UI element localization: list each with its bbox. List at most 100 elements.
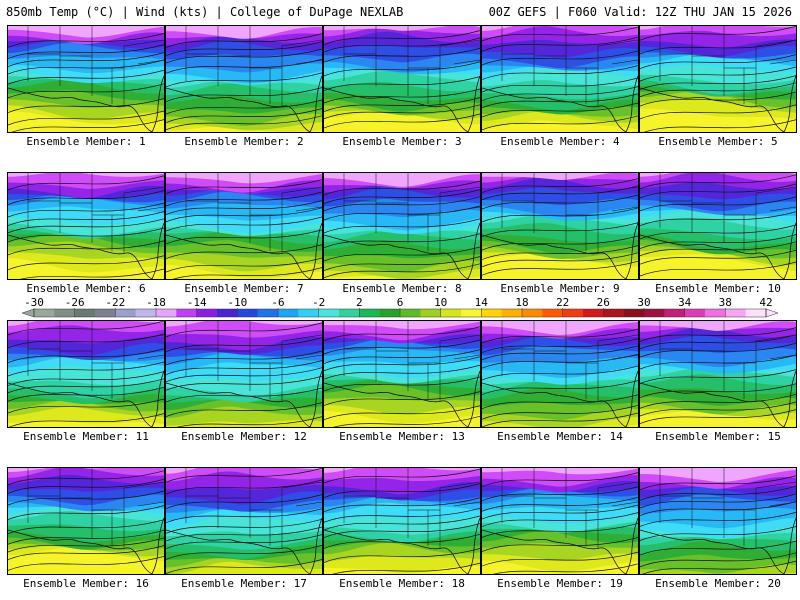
colorbar-swatch	[420, 309, 441, 317]
ensemble-member-map	[7, 320, 165, 428]
colorbar-tick-label: -26	[65, 296, 85, 309]
coastline	[166, 517, 322, 574]
isotherm-contour	[8, 202, 164, 218]
colorbar-tick-label: -14	[187, 296, 207, 309]
temperature-band	[324, 468, 480, 482]
temperature-band	[324, 468, 480, 473]
colorbar-swatch	[298, 309, 319, 317]
isotherm-contour	[324, 218, 480, 234]
isotherm-contour	[8, 505, 164, 520]
temperature-field-map	[166, 26, 322, 132]
colorbar-tick-label: 34	[678, 296, 692, 309]
isotherm-contour	[324, 263, 480, 279]
ensemble-member-label: Ensemble Member: 12	[181, 430, 307, 443]
temperature-band	[482, 321, 638, 335]
colorbar-swatch	[745, 309, 767, 317]
temperature-field-map	[324, 468, 480, 574]
colorbar-swatch	[339, 309, 360, 317]
ensemble-member-label: Ensemble Member: 10	[655, 282, 781, 295]
isotherm-contour	[482, 512, 638, 527]
isotherm-contour	[482, 412, 638, 427]
isotherm-contour	[482, 86, 638, 101]
coastline	[640, 75, 796, 132]
isotherm-contour	[8, 333, 164, 349]
state-border	[453, 501, 480, 507]
isotherm-contour	[324, 61, 480, 77]
state-border	[611, 501, 638, 507]
isotherm-contour	[640, 369, 796, 384]
state-border	[123, 186, 164, 194]
coastline	[166, 75, 322, 132]
isotherm-contour	[482, 328, 638, 344]
isotherm-contour	[482, 260, 638, 276]
isotherm-contour	[640, 224, 796, 240]
isotherm-contour	[324, 326, 480, 342]
isotherm-contour	[8, 490, 164, 506]
isotherm-contour	[482, 472, 638, 487]
colorbar-swatch	[684, 309, 706, 317]
state-border	[439, 186, 480, 194]
isotherm-contour	[166, 108, 322, 123]
isotherm-contour	[640, 54, 796, 69]
isotherm-contour	[166, 518, 322, 534]
isotherm-contour	[166, 526, 322, 542]
isotherm-contour	[324, 534, 480, 549]
isotherm-contour	[8, 59, 164, 75]
ensemble-member-label: Ensemble Member: 16	[23, 577, 149, 590]
colorbar-swatch	[481, 309, 502, 317]
temperature-field-map	[640, 468, 796, 574]
isotherm-contour	[8, 218, 164, 234]
ensemble-member-map	[481, 467, 639, 575]
state-border	[597, 39, 638, 47]
isotherm-contour	[8, 175, 164, 191]
state-border	[281, 481, 322, 489]
isotherm-contour	[482, 102, 638, 118]
colorbar-low-arrow	[21, 308, 35, 318]
isotherm-contour	[640, 342, 796, 358]
isotherm-contour	[166, 48, 322, 64]
ensemble-member-label: Ensemble Member: 8	[342, 282, 462, 295]
ensemble-member-map	[323, 25, 481, 133]
isotherm-contour	[482, 185, 638, 201]
isotherm-contour	[324, 376, 480, 392]
ensemble-member-label: Ensemble Member: 6	[26, 282, 146, 295]
ensemble-member-map	[323, 467, 481, 575]
colorbar-swatch	[705, 309, 726, 317]
ensemble-member-map	[481, 320, 639, 428]
isotherm-contour	[166, 322, 322, 338]
colorbar-swatch	[217, 309, 238, 317]
state-border	[439, 334, 480, 342]
isotherm-contour	[8, 545, 164, 560]
colorbar-tick-label: 38	[719, 296, 732, 309]
isotherm-contour	[482, 486, 638, 502]
isotherm-contour	[8, 371, 164, 386]
isotherm-contour	[324, 113, 480, 129]
isotherm-contour	[642, 560, 796, 574]
temperature-band	[640, 321, 796, 331]
ensemble-member-label: Ensemble Member: 11	[23, 430, 149, 443]
state-border	[453, 354, 480, 360]
temperature-field-map	[324, 26, 480, 132]
colorbar-swatch	[156, 309, 177, 317]
colorbar-tick-label: 18	[515, 296, 528, 309]
ensemble-member-map	[639, 467, 797, 575]
isotherm-contour	[8, 361, 164, 377]
isotherm-contour	[176, 416, 322, 427]
isotherm-contour	[324, 349, 480, 364]
state-border	[137, 206, 164, 212]
state-border	[281, 334, 322, 342]
ensemble-member-map	[7, 467, 165, 575]
isotherm-contour	[640, 249, 796, 265]
colorbar-swatch	[54, 309, 75, 317]
isotherm-contour	[166, 191, 322, 207]
isotherm-contour	[324, 515, 480, 531]
ensemble-member-label: Ensemble Member: 17	[181, 577, 307, 590]
temperature-field-map	[166, 321, 322, 427]
isotherm-contour	[482, 222, 638, 238]
isotherm-contour	[640, 401, 796, 417]
state-border	[769, 59, 796, 65]
state-border	[769, 206, 796, 212]
colorbar-swatch	[115, 309, 136, 317]
isotherm-contour	[8, 110, 164, 126]
isotherm-contour	[482, 235, 638, 251]
